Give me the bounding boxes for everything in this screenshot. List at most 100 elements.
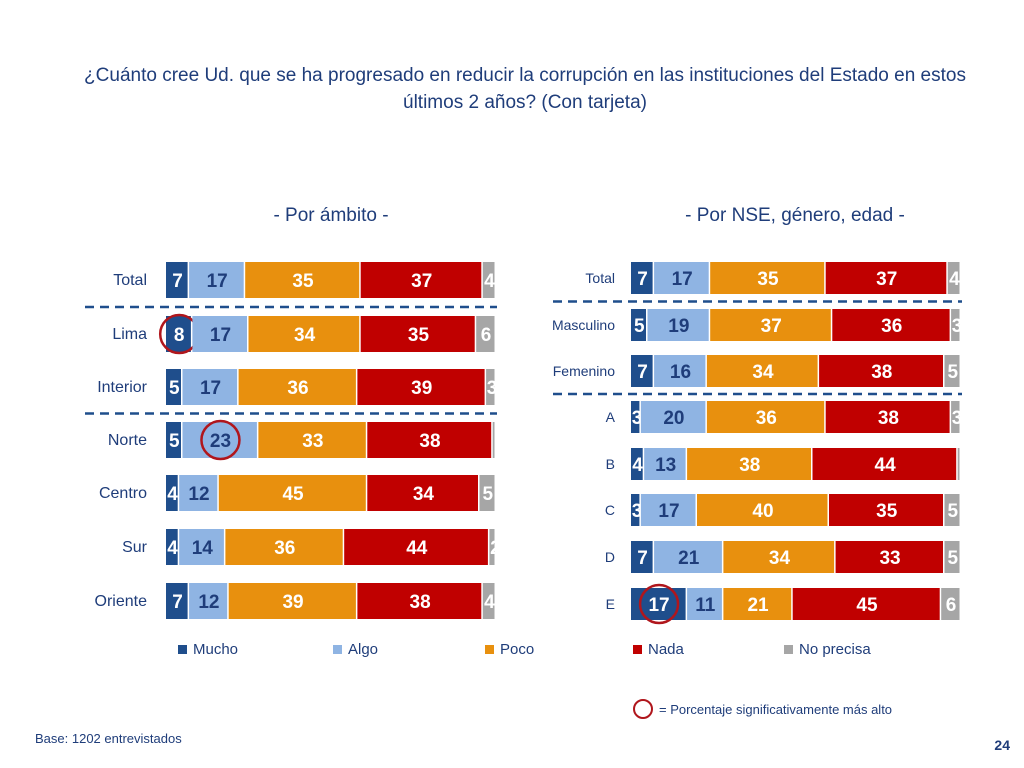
data-label: 5 (169, 378, 180, 399)
data-label: 16 (670, 362, 691, 383)
bar-segment (654, 541, 722, 573)
bar-segment (179, 529, 224, 565)
bar-segment (166, 583, 188, 619)
data-label: 21 (747, 595, 769, 616)
data-label: 17 (210, 325, 231, 346)
bar-segment (644, 448, 686, 480)
chart-title: ¿Cuánto cree Ud. que se ha progresado en… (84, 65, 966, 113)
data-label: 5 (947, 501, 958, 522)
bar-segment (166, 422, 181, 458)
data-label: 35 (876, 501, 898, 522)
category-label: Centro (99, 485, 147, 502)
bar-segment (792, 588, 940, 620)
data-label: 19 (668, 316, 689, 337)
category-label: Norte (108, 432, 147, 449)
bar-segment (492, 422, 495, 458)
data-label: 4 (167, 538, 178, 559)
significance-text: = Porcentaje significativamente más alto (659, 701, 893, 717)
bar-segment (631, 262, 653, 294)
bar-segment (482, 262, 495, 298)
bar-segment (192, 316, 247, 352)
data-label: 44 (406, 538, 428, 559)
data-label: 4 (632, 455, 643, 476)
bar-segment (248, 316, 360, 352)
bar-segment (476, 316, 495, 352)
data-label: 45 (856, 595, 878, 616)
bar-segment (654, 262, 709, 294)
category-label: Oriente (95, 593, 148, 610)
bar-segment (631, 309, 646, 341)
legend-item-poco: Poco (485, 641, 534, 658)
data-label: 36 (881, 316, 902, 337)
data-label: 37 (411, 271, 432, 292)
bar-segment (710, 309, 831, 341)
legend-label-nada: Nada (648, 641, 684, 658)
data-label: 37 (761, 316, 782, 337)
data-label: 5 (482, 484, 493, 505)
data-label: 4 (484, 592, 495, 613)
category-label: Interior (97, 379, 147, 396)
bar-segment (687, 448, 811, 480)
data-label: 7 (172, 271, 183, 292)
data-label: 37 (876, 269, 897, 290)
data-label: 7 (637, 362, 648, 383)
panel-title-nse: - Por NSE, género, edad - (685, 205, 905, 226)
bar-segment (479, 475, 495, 511)
category-label: Femenino (553, 363, 615, 379)
bar-segment (228, 583, 356, 619)
data-label: 38 (739, 455, 760, 476)
category-label: Masculino (552, 317, 615, 333)
data-label: 12 (198, 592, 219, 613)
data-label: 39 (282, 592, 303, 613)
category-label: A (606, 409, 616, 425)
data-label: 8 (174, 325, 185, 346)
bar-segment (947, 262, 960, 294)
bar-segment (225, 529, 343, 565)
legend-item-no-precisa: No precisa (784, 641, 871, 658)
legend-label-no-precisa: No precisa (799, 641, 871, 658)
legend-swatch-poco (485, 645, 494, 654)
bar-segment (951, 309, 960, 341)
data-label: 17 (207, 271, 228, 292)
data-label: 17 (672, 269, 693, 290)
data-label: 2 (490, 538, 501, 559)
data-label: 5 (947, 362, 958, 383)
data-label: 4 (484, 271, 495, 292)
data-label: 4 (949, 269, 960, 290)
legend-item-algo: Algo (333, 641, 378, 658)
data-label: 36 (756, 408, 777, 429)
bar-segment (489, 529, 495, 565)
data-label: 7 (637, 548, 648, 569)
significance-circle-icon (200, 419, 241, 461)
significance-circle-icon (633, 699, 653, 719)
bar-segment (697, 494, 828, 526)
data-label: 36 (274, 538, 295, 559)
bar-segment (631, 494, 640, 526)
data-label: 5 (947, 548, 958, 569)
bar-segment (835, 541, 943, 573)
data-label: 17 (648, 595, 669, 616)
bar-segment (218, 475, 366, 511)
significance-legend: = Porcentaje significativamente más alto (633, 699, 892, 719)
data-label: 1 (958, 455, 969, 476)
legend-swatch-algo (333, 645, 342, 654)
bar-segment (245, 262, 360, 298)
data-label: 33 (879, 548, 900, 569)
data-label: 21 (678, 548, 700, 569)
legend-swatch-mucho (178, 645, 187, 654)
bar-segment (189, 583, 228, 619)
data-label: 17 (200, 378, 221, 399)
bar-segment (687, 588, 722, 620)
data-label: 35 (408, 325, 430, 346)
data-label: 23 (210, 431, 231, 452)
data-label: 34 (769, 548, 791, 569)
page-number: 24 (994, 737, 1010, 753)
data-label: 4 (167, 484, 178, 505)
data-label: 1 (493, 431, 504, 452)
data-label: 35 (292, 271, 314, 292)
legend: Mucho Algo Poco Nada No precisa (178, 641, 908, 661)
data-label: 44 (875, 455, 897, 476)
data-label: 20 (663, 408, 684, 429)
data-label: 5 (169, 431, 180, 452)
